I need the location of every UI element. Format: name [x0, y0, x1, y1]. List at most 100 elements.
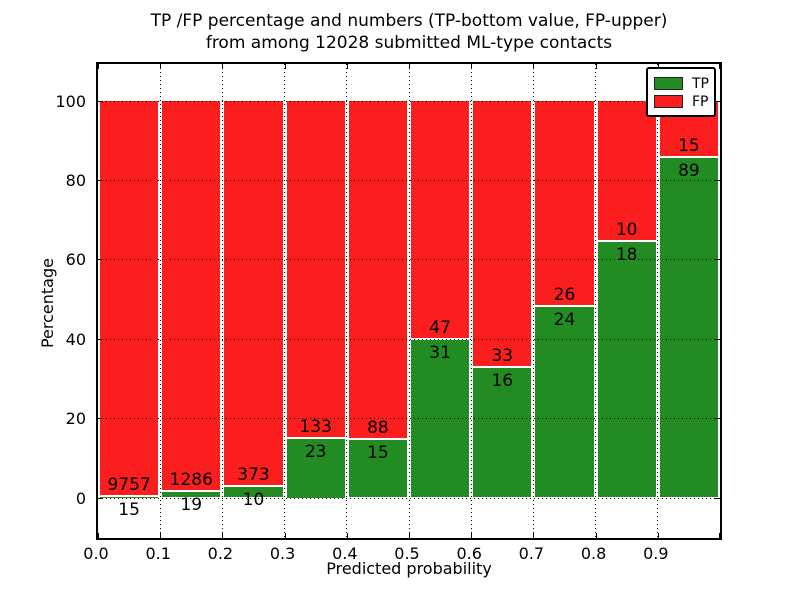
y-tick-label: 20: [65, 409, 86, 429]
legend: TP FP: [646, 67, 716, 117]
y-tick-mark: [715, 259, 720, 261]
vertical-gridline: [595, 64, 597, 538]
y-tick-mark: [715, 100, 720, 102]
vertical-gridline: [284, 64, 286, 538]
horizontal-gridline: [98, 497, 720, 499]
bar-segment-fp: [100, 100, 159, 497]
fp-count-label: 15: [678, 135, 700, 156]
bar-bin: [100, 100, 159, 498]
y-tick-label: 0: [75, 488, 86, 508]
bar-segment-fp: [597, 100, 656, 243]
x-tick-label: 0.5: [394, 544, 420, 563]
bar-segment-tp: [659, 157, 718, 498]
horizontal-gridline: [98, 259, 720, 261]
fp-count-label: 47: [429, 317, 451, 338]
x-tick-label: 0.7: [518, 544, 545, 563]
fp-count-label: 88: [367, 417, 389, 438]
bar-segment-tp: [162, 491, 221, 498]
bar-segment-fp: [535, 100, 594, 307]
x-tick-label: 0.8: [580, 544, 607, 563]
y-tick-mark: [98, 259, 103, 261]
fp-count-label: 26: [553, 284, 576, 305]
y-tick-mark: [98, 179, 103, 181]
bar-segment-fp: [286, 100, 345, 439]
tp-count-label: 15: [367, 442, 389, 463]
tp-count-label: 19: [180, 494, 203, 515]
tp-count-label: 15: [118, 499, 140, 520]
tp-swatch-icon: [654, 77, 683, 90]
bar-bin: [411, 100, 470, 498]
x-tick-mark: [284, 64, 286, 69]
legend-item-label: FP: [692, 93, 709, 110]
bar-segment-tp: [224, 487, 283, 498]
x-tick-mark: [346, 533, 348, 538]
y-tick-mark: [715, 497, 720, 499]
bar-segment-fp: [162, 100, 221, 492]
bar-bin: [473, 100, 532, 498]
tp-count-label: 24: [553, 309, 576, 330]
x-tick-mark: [284, 533, 286, 538]
x-tick-mark: [98, 64, 99, 69]
x-tick-label: 0.0: [83, 544, 109, 563]
x-tick-mark: [595, 64, 597, 69]
fp-swatch-icon: [654, 95, 683, 108]
horizontal-gridline: [98, 418, 720, 420]
bar-bin: [597, 100, 656, 498]
bar-segment-fp: [411, 100, 470, 340]
y-tick-mark: [98, 338, 103, 340]
legend-item-label: TP: [692, 75, 709, 92]
bar-segment-fp: [348, 100, 407, 440]
bar-segment-tp: [597, 242, 656, 498]
bar-segment-tp: [286, 439, 345, 498]
x-tick-mark: [409, 533, 410, 538]
tp-count-label: 16: [491, 370, 514, 391]
x-tick-mark: [595, 533, 597, 538]
vertical-gridline: [159, 64, 161, 538]
tp-count-label: 31: [429, 342, 451, 363]
chart-title-line2: from among 12028 submitted ML-type conta…: [205, 33, 613, 53]
legend-item: FP: [654, 93, 709, 110]
x-tick-mark: [346, 64, 348, 69]
y-tick-mark: [715, 179, 720, 181]
y-tick-label: 80: [65, 170, 86, 190]
legend-item: TP: [654, 75, 709, 92]
bar-bin: [535, 100, 594, 498]
fp-count-label: 1286: [169, 469, 213, 490]
y-tick-mark: [715, 338, 720, 340]
tp-count-label: 23: [304, 442, 327, 462]
x-tick-label: 0.1: [145, 544, 171, 563]
y-tick-mark: [715, 418, 720, 420]
x-tick-mark: [160, 64, 162, 69]
horizontal-gridline: [98, 100, 720, 102]
x-tick-mark: [657, 64, 659, 69]
fp-count-label: 9757: [107, 474, 151, 495]
fp-count-label: 373: [237, 465, 270, 486]
vertical-gridline: [221, 64, 223, 538]
horizontal-gridline: [98, 179, 720, 181]
x-tick-mark: [657, 533, 659, 538]
fp-count-label: 10: [615, 220, 638, 241]
fp-count-label: 133: [299, 417, 332, 437]
x-tick-label: 0.2: [207, 544, 234, 563]
x-tick-mark: [222, 533, 224, 538]
x-tick-mark: [719, 533, 720, 538]
y-axis-label: Percentage: [38, 258, 57, 349]
x-tick-mark: [533, 64, 535, 69]
bar-bin: [348, 100, 407, 498]
x-tick-label: 0.9: [643, 544, 669, 563]
x-tick-mark: [409, 64, 410, 69]
bar-segment-fp: [224, 100, 283, 488]
y-tick-label: 100: [55, 91, 86, 111]
y-tick-mark: [98, 497, 103, 499]
y-tick-label: 40: [65, 329, 86, 349]
horizontal-gridline: [98, 338, 720, 340]
vertical-gridline: [346, 64, 348, 538]
bar-segment-tp: [100, 496, 159, 498]
vertical-gridline: [532, 64, 534, 538]
chart-title-line1: TP /FP percentage and numbers (TP-bottom…: [150, 11, 668, 31]
chart-title: TP /FP percentage and numbers (TP-bottom…: [96, 10, 722, 54]
x-tick-label: 0.3: [269, 544, 296, 563]
bar-segment-fp: [473, 100, 532, 368]
y-tick-mark: [98, 100, 103, 102]
